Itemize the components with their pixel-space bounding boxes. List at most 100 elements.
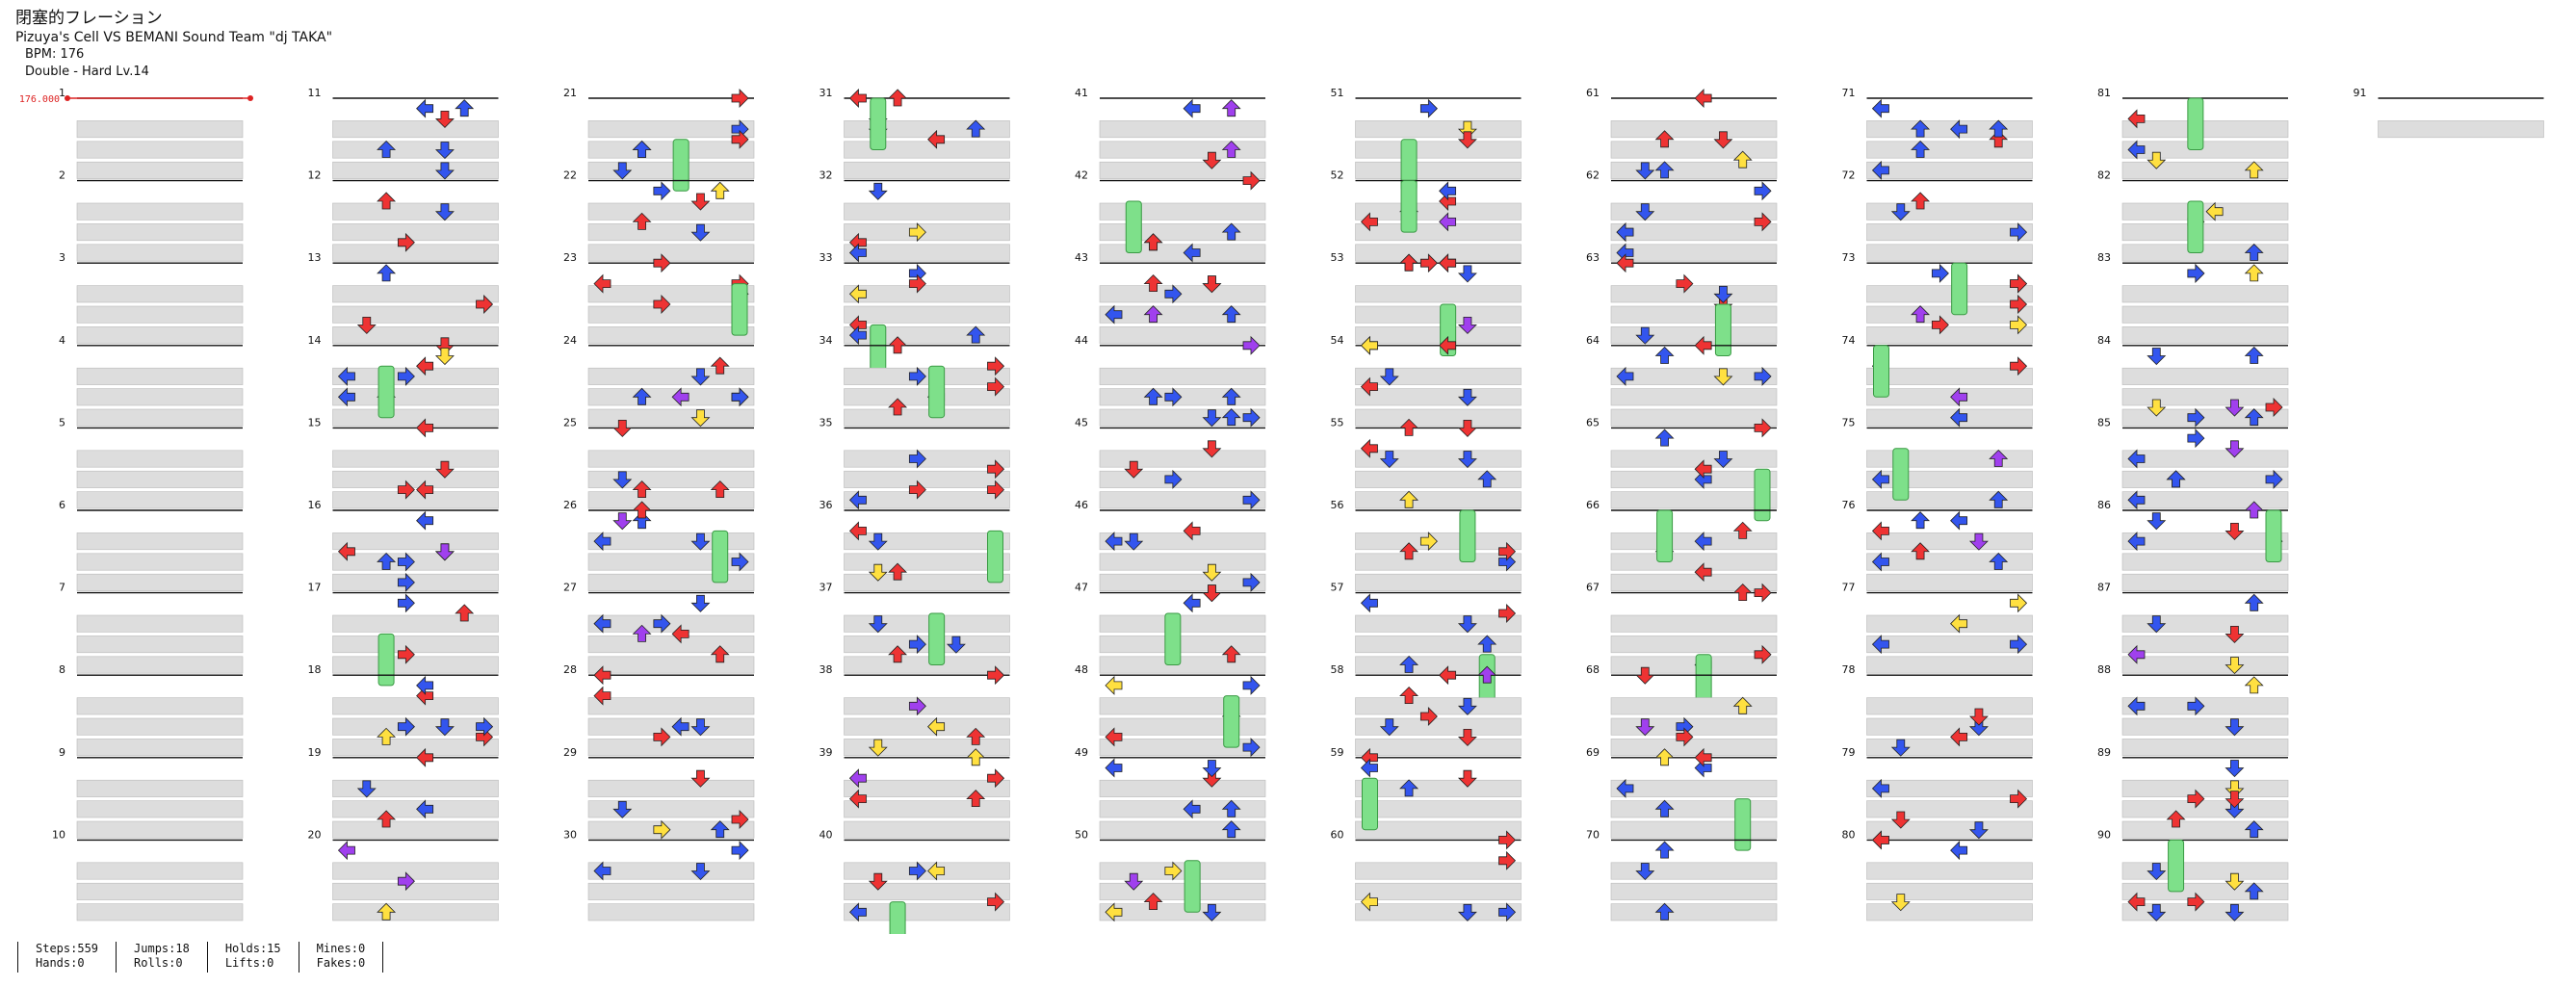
beat-band [2121, 717, 2289, 736]
step-arrow-down-icon [434, 460, 455, 479]
step-arrow-up-icon [455, 99, 475, 117]
step-arrow-up-icon [966, 748, 986, 766]
beat-band [1355, 202, 1522, 221]
step-arrow-up-icon [2244, 882, 2264, 900]
step-arrow-down-icon [1124, 872, 1144, 891]
step-arrow-up-icon [1477, 470, 1497, 488]
beat-band [1099, 614, 1266, 633]
step-arrow-right-icon [2187, 407, 2205, 428]
beat-band [587, 285, 755, 303]
step-arrow-right-icon [908, 696, 926, 716]
beat-band [332, 408, 499, 427]
step-arrow-left-icon [1616, 222, 1634, 243]
beat-band [76, 367, 244, 385]
beat-band [1099, 367, 1266, 385]
stats-group: Steps:559 Hands:0 [17, 942, 116, 973]
measure-number: 48 [1075, 663, 1088, 676]
step-arrow-left-icon [1950, 387, 1968, 407]
song-title: 閉塞的フレーション [15, 9, 163, 28]
beat-band [1355, 285, 1522, 303]
hands-count: Hands:0 [36, 956, 85, 970]
measure-number: 4 [59, 334, 65, 347]
measure-number: 65 [1586, 416, 1600, 428]
step-arrow-left-icon [2127, 532, 2146, 552]
beat-band [1610, 244, 1778, 262]
beat-band [1099, 862, 1266, 880]
beat-band [2121, 636, 2289, 654]
step-arrow-left-icon [1360, 593, 1378, 613]
step-arrow-up-icon [1732, 584, 1753, 601]
step-arrow-down-icon [1457, 388, 1477, 406]
step-arrow-right-icon [1419, 707, 1438, 726]
beat-band [1355, 903, 1522, 921]
step-arrow-right-icon [987, 459, 1005, 480]
step-arrow-down-icon [1890, 739, 1911, 757]
step-arrow-up-icon [377, 810, 397, 828]
beat-band [2121, 862, 2289, 880]
beat-band [2121, 326, 2289, 345]
step-arrow-left-icon [2127, 644, 2146, 664]
step-arrow-up-icon [632, 624, 652, 642]
step-arrow-down-icon [2225, 780, 2245, 798]
beat-band [587, 739, 755, 757]
beat-band [1866, 367, 2033, 385]
beat-band [2121, 244, 2289, 262]
step-arrow-down-icon [2147, 399, 2167, 417]
beat-band [587, 161, 755, 179]
step-arrow-down-icon [2225, 872, 2245, 891]
step-arrow-up-icon [377, 552, 397, 570]
beat-band [2121, 903, 2289, 921]
step-arrow-left-icon [593, 613, 611, 634]
measure-number: 46 [1075, 499, 1088, 511]
measure-number: 35 [820, 416, 833, 428]
beat-band [2378, 120, 2544, 139]
step-arrow-right-icon [1242, 170, 1261, 191]
beat-band [844, 656, 1010, 674]
beat-band [1099, 244, 1266, 262]
step-arrow-right-icon [908, 449, 926, 469]
step-arrow-left-icon [848, 89, 867, 108]
step-arrow-down-icon [1202, 903, 1222, 921]
beat-band [844, 161, 1010, 179]
step-arrow-up-icon [1221, 305, 1241, 324]
measure-number: 1 [59, 87, 65, 99]
measure-number: 45 [1075, 416, 1088, 428]
beat-band [1866, 553, 2033, 571]
beat-band [587, 450, 755, 468]
step-arrow-down-icon [1457, 451, 1477, 469]
step-arrow-left-icon [1439, 665, 1457, 686]
beat-band [332, 244, 499, 262]
step-arrow-up-icon [1143, 893, 1163, 910]
step-arrow-right-icon [1242, 675, 1261, 695]
hold-bar [1754, 468, 1771, 522]
beat-band [1610, 202, 1778, 221]
measure-number: 66 [1586, 499, 1600, 511]
measure-number: 39 [820, 746, 833, 759]
step-arrow-left-icon [416, 510, 434, 531]
step-arrow-up-icon [1221, 820, 1241, 839]
beat-band [1355, 882, 1522, 900]
beat-band [1099, 161, 1266, 179]
beat-band [1866, 223, 2033, 242]
beat-band [2121, 161, 2289, 179]
step-arrow-up-icon [2166, 810, 2186, 828]
step-arrow-right-icon [1498, 541, 1517, 561]
beat-band [1355, 161, 1522, 179]
beat-band [1099, 408, 1266, 427]
step-arrow-down-icon [690, 769, 711, 788]
beat-band [1610, 717, 1778, 736]
measure-number: 24 [563, 334, 577, 347]
step-arrow-right-icon [908, 222, 926, 243]
step-arrow-down-icon [1379, 451, 1399, 469]
step-arrow-down-icon [1457, 316, 1477, 334]
step-arrow-right-icon [476, 295, 494, 314]
step-arrow-left-icon [1439, 335, 1457, 355]
measure-number: 63 [1586, 251, 1600, 264]
step-arrow-left-icon [1183, 799, 1201, 819]
beat-band [76, 141, 244, 159]
hold-bar [928, 365, 946, 419]
step-arrow-up-icon [1654, 130, 1675, 148]
step-arrow-right-icon [653, 727, 671, 747]
step-arrow-right-icon [2187, 428, 2205, 449]
beat-band [1866, 532, 2033, 551]
